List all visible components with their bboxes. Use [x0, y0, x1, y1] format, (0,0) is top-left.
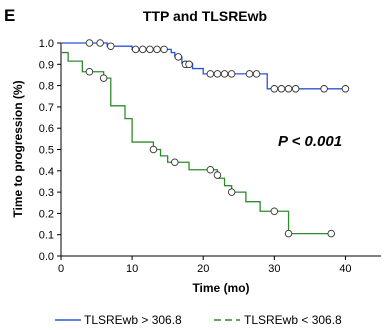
x-tick-label: 40 — [339, 263, 351, 275]
legend-label-low: TLSREwb < 306.8 — [244, 313, 342, 327]
x-axis-label: Time (mo) — [192, 281, 249, 295]
x-tick-label: 0 — [58, 263, 64, 275]
x-tick-label: 10 — [126, 263, 138, 275]
censor-mark — [96, 39, 104, 47]
censor-mark — [85, 39, 94, 47]
censor-mark — [284, 229, 293, 238]
censor-mark — [153, 45, 161, 54]
censor-mark — [220, 70, 229, 78]
censor-mark — [227, 70, 236, 78]
plot-area: 0.0 0.1 0.2 0.3 0.4 0.5 0.6 0.7 0.8 0.9 1.0 0 10 20 3… — [39, 38, 381, 275]
censor-mark — [206, 70, 215, 78]
y-tick-label: 1.0 — [39, 38, 54, 50]
censor-mark — [252, 70, 261, 78]
y-tick-label: 0.3 — [39, 187, 54, 199]
survival-curve-high — [61, 42, 346, 90]
x-tick-label: 30 — [268, 263, 280, 275]
censor-mark — [131, 45, 140, 54]
censor-mark — [213, 171, 222, 179]
censor-mark — [174, 53, 183, 61]
y-tick-label: 0.6 — [39, 123, 54, 135]
censor-mark — [320, 85, 328, 93]
censor-mark — [160, 45, 168, 54]
y-axis-label: Time to progression (%) — [11, 80, 25, 217]
censor-mark — [146, 45, 154, 54]
censor-mark — [277, 85, 286, 93]
y-axis-ticks: 0.0 0.1 0.2 0.3 0.4 0.5 0.6 0.7 0.8 0.9 1.0 — [39, 38, 61, 263]
censor-mark — [206, 165, 215, 174]
y-tick-label: 0.2 — [39, 208, 54, 220]
y-tick-label: 0.8 — [39, 81, 54, 93]
chart-title: TTP and TLSREwb — [143, 8, 267, 24]
p-value-annotation: P < 0.001 — [278, 133, 342, 150]
y-tick-label: 0.1 — [39, 230, 54, 242]
censor-mark — [107, 42, 115, 50]
censor-mark — [327, 229, 335, 238]
censor-mark — [149, 145, 158, 154]
series-layer — [61, 39, 350, 238]
censor-mark — [245, 70, 254, 78]
legend-label-high: TLSREwb > 306.8 — [84, 313, 182, 327]
y-tick-label: 0.4 — [39, 166, 54, 178]
censor-mark — [227, 188, 236, 196]
censor-mark — [139, 45, 147, 54]
censor-mark — [99, 74, 108, 82]
censor-mark — [284, 85, 293, 93]
y-tick-label: 0.7 — [39, 102, 54, 114]
x-axis-ticks: 0 10 20 30 40 — [58, 256, 352, 275]
x-tick-label: 20 — [197, 263, 209, 275]
legend: TLSREwb > 306.8 TLSREwb < 306.8 — [55, 313, 342, 327]
y-tick-label: 0.9 — [39, 59, 54, 71]
censor-mark — [171, 158, 179, 167]
y-tick-label: 0.5 — [39, 145, 54, 157]
censor-mark — [85, 68, 94, 76]
censor-mark — [291, 85, 300, 93]
panel-letter: E — [4, 6, 15, 25]
censor-mark — [270, 207, 279, 216]
censor-mark — [270, 85, 279, 93]
censor-mark — [213, 70, 222, 78]
y-tick-label: 0.0 — [39, 251, 54, 263]
censor-mark — [341, 85, 350, 93]
censor-mark — [185, 60, 193, 69]
